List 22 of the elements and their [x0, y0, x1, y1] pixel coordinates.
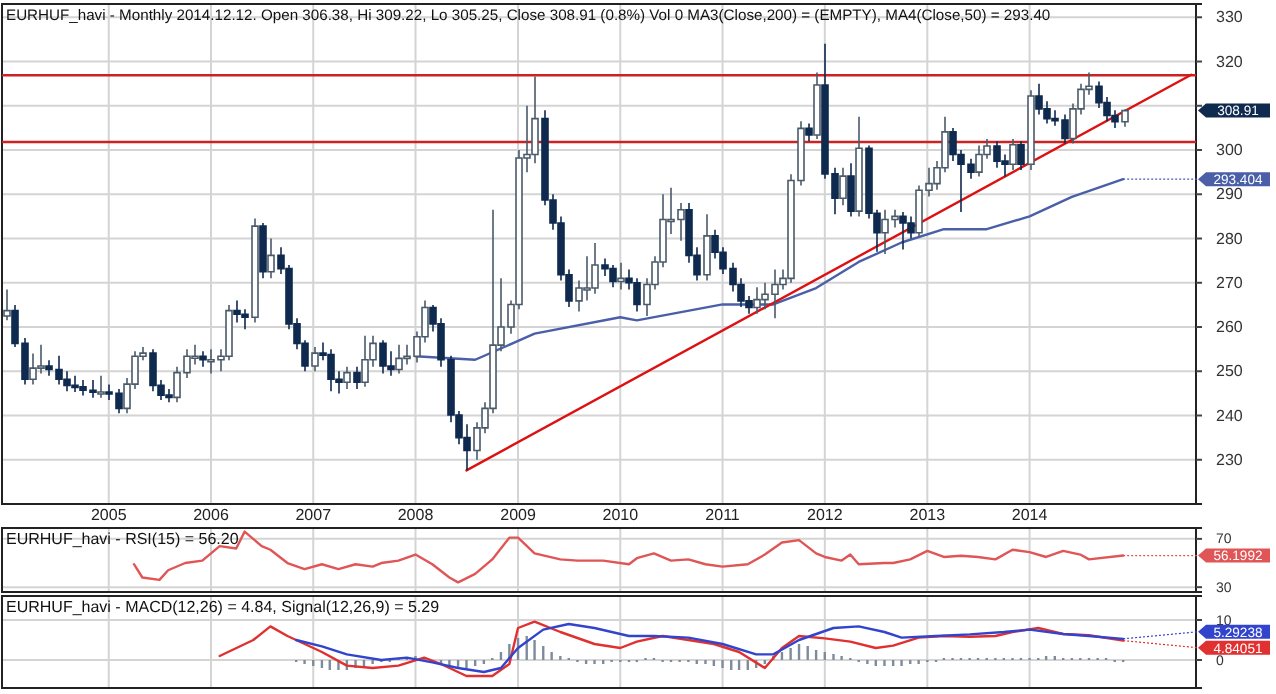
y-tick-label: 240: [1216, 406, 1244, 425]
y-tick-label: 330: [1216, 8, 1244, 27]
x-tick-label: 2009: [500, 505, 537, 524]
y-tick-label: 290: [1216, 185, 1244, 204]
x-tick-label: 2006: [193, 505, 230, 524]
chart-title: EURHUF_havi - MACD(12,26) = 4.84, Signal(12,26,9) = 5.29: [6, 598, 441, 616]
y-tick-label: 250: [1216, 362, 1244, 381]
x-tick-label: 2011: [705, 505, 741, 524]
y-tick-label: 320: [1216, 52, 1244, 71]
y-tick-label: 300: [1216, 141, 1244, 160]
y-tick-label: 230: [1216, 450, 1244, 469]
x-tick-label: 2014: [1011, 505, 1049, 524]
y-tick-label: 280: [1216, 229, 1244, 248]
x-tick-label: 2012: [807, 505, 844, 524]
x-tick-label: 2005: [90, 505, 128, 524]
y-tick-label: 270: [1216, 273, 1244, 292]
x-tick-label: 2013: [909, 505, 947, 524]
x-tick-label: 2008: [397, 505, 435, 524]
y-tick-label: 260: [1216, 318, 1244, 337]
x-tick-label: 2007: [295, 505, 333, 524]
x-tick-label: 2010: [602, 505, 640, 524]
chart-title: EURHUF_havi - RSI(15) = 56.20: [6, 530, 240, 548]
